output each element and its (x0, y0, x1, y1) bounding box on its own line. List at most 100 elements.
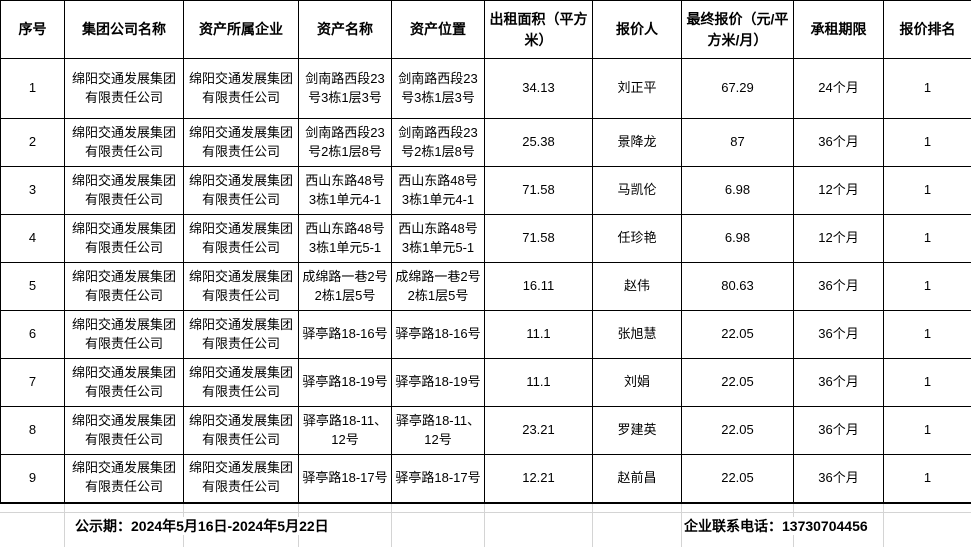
header-cell-asset-owner: 资产所属企业 (183, 0, 299, 59)
header-cell-lease-term: 承租期限 (793, 0, 884, 59)
table-cell: 22.05 (681, 454, 794, 504)
table-cell: 25.38 (484, 118, 593, 167)
footer-area: 公示期：2024年5月16日-2024年5月22日 企业联系电话：1373070… (0, 503, 971, 547)
header-cell-final-offer: 最终报价（元/平方米/月） (681, 0, 794, 59)
table-cell: 3 (0, 166, 65, 215)
table-cell: 绵阳交通发展集团有限责任公司 (64, 118, 184, 167)
table-cell: 1 (0, 58, 65, 119)
header-cell-asset-location: 资产位置 (391, 0, 485, 59)
table-cell: 1 (883, 262, 971, 311)
table-cell: 绵阳交通发展集团有限责任公司 (64, 262, 184, 311)
gridline-horizontal (0, 511, 971, 513)
bid-results-table: 序号 集团公司名称 资产所属企业 资产名称 资产位置 出租面积（平方米） 报价人… (0, 0, 971, 504)
table-row: 1 绵阳交通发展集团有限责任公司 绵阳交通发展集团有限责任公司 剑南路西段23号3栋1… (0, 58, 971, 119)
table-cell: 绵阳交通发展集团有限责任公司 (64, 214, 184, 263)
gridline-vertical (391, 503, 392, 547)
table-cell: 赵伟 (592, 262, 682, 311)
table-cell: 绵阳交通发展集团有限责任公司 (183, 310, 299, 359)
table-cell: 22.05 (681, 406, 794, 455)
table-cell: 22.05 (681, 310, 794, 359)
table-cell: 西山东路48号3栋1单元4-1 (298, 166, 392, 215)
header-cell-bidder: 报价人 (592, 0, 682, 59)
table-cell: 16.11 (484, 262, 593, 311)
table-cell: 36个月 (793, 454, 884, 504)
table-cell: 12个月 (793, 214, 884, 263)
table-cell: 80.63 (681, 262, 794, 311)
table-cell: 1 (883, 58, 971, 119)
header-cell-rental-area: 出租面积（平方米） (484, 0, 593, 59)
table-cell: 34.13 (484, 58, 593, 119)
table-cell: 5 (0, 262, 65, 311)
table-cell: 刘正平 (592, 58, 682, 119)
table-cell: 1 (883, 454, 971, 504)
table-cell: 刘娟 (592, 358, 682, 407)
header-cell-bid-rank: 报价排名 (883, 0, 971, 59)
table-cell: 6.98 (681, 166, 794, 215)
table-cell: 22.05 (681, 358, 794, 407)
table-row: 8 绵阳交通发展集团有限责任公司 绵阳交通发展集团有限责任公司 驿亭路18-11、12… (0, 406, 971, 455)
table-row: 3 绵阳交通发展集团有限责任公司 绵阳交通发展集团有限责任公司 西山东路48号3栋1单… (0, 166, 971, 215)
table-cell: 绵阳交通发展集团有限责任公司 (183, 358, 299, 407)
table-cell: 36个月 (793, 358, 884, 407)
table-cell: 4 (0, 214, 65, 263)
table-cell: 成绵路一巷2号2栋1层5号 (391, 262, 485, 311)
table-cell: 36个月 (793, 262, 884, 311)
table-cell: 马凯伦 (592, 166, 682, 215)
table-cell: 任珍艳 (592, 214, 682, 263)
table-cell: 驿亭路18-19号 (298, 358, 392, 407)
contact-phone-text: 企业联系电话：13730704456 (684, 516, 868, 535)
table-cell: 绵阳交通发展集团有限责任公司 (183, 58, 299, 119)
table-cell: 12.21 (484, 454, 593, 504)
gridline-vertical (883, 503, 884, 547)
table-cell: 西山东路48号3栋1单元5-1 (391, 214, 485, 263)
table-cell: 绵阳交通发展集团有限责任公司 (64, 58, 184, 119)
table-cell: 绵阳交通发展集团有限责任公司 (183, 406, 299, 455)
table-cell: 西山东路48号3栋1单元4-1 (391, 166, 485, 215)
table-cell: 7 (0, 358, 65, 407)
table-cell: 绵阳交通发展集团有限责任公司 (183, 262, 299, 311)
table-cell: 驿亭路18-11、12号 (298, 406, 392, 455)
table-cell: 1 (883, 406, 971, 455)
table-cell: 剑南路西段23号3栋1层3号 (298, 58, 392, 119)
publicity-period-text: 公示期：2024年5月16日-2024年5月22日 (75, 516, 329, 535)
table-row: 5 绵阳交通发展集团有限责任公司 绵阳交通发展集团有限责任公司 成绵路一巷2号2栋1层… (0, 262, 971, 311)
table-cell: 绵阳交通发展集团有限责任公司 (64, 310, 184, 359)
table-cell: 1 (883, 214, 971, 263)
table-cell: 23.21 (484, 406, 593, 455)
table-header-row: 序号 集团公司名称 资产所属企业 资产名称 资产位置 出租面积（平方米） 报价人… (0, 0, 971, 59)
table-cell: 驿亭路18-16号 (391, 310, 485, 359)
table-cell: 36个月 (793, 118, 884, 167)
table-cell: 驿亭路18-17号 (391, 454, 485, 504)
table-cell: 剑南路西段23号2栋1层8号 (298, 118, 392, 167)
table-cell: 绵阳交通发展集团有限责任公司 (64, 406, 184, 455)
table-cell: 驿亭路18-16号 (298, 310, 392, 359)
gridline-vertical (592, 503, 593, 547)
table-cell: 剑南路西段23号2栋1层8号 (391, 118, 485, 167)
table-cell: 71.58 (484, 214, 593, 263)
table-cell: 12个月 (793, 166, 884, 215)
table-cell: 驿亭路18-17号 (298, 454, 392, 504)
table-cell: 1 (883, 118, 971, 167)
table-cell: 绵阳交通发展集团有限责任公司 (183, 214, 299, 263)
table-cell: 6 (0, 310, 65, 359)
table-row: 4 绵阳交通发展集团有限责任公司 绵阳交通发展集团有限责任公司 西山东路48号3栋1单… (0, 214, 971, 263)
table-cell: 绵阳交通发展集团有限责任公司 (183, 118, 299, 167)
table-cell: 2 (0, 118, 65, 167)
table-cell: 11.1 (484, 358, 593, 407)
table-cell: 驿亭路18-19号 (391, 358, 485, 407)
table-cell: 西山东路48号3栋1单元5-1 (298, 214, 392, 263)
table-cell: 1 (883, 310, 971, 359)
header-cell-index: 序号 (0, 0, 65, 59)
gridline-vertical (484, 503, 485, 547)
table-cell: 景降龙 (592, 118, 682, 167)
table-row: 2 绵阳交通发展集团有限责任公司 绵阳交通发展集团有限责任公司 剑南路西段23号2栋1… (0, 118, 971, 167)
table-cell: 8 (0, 406, 65, 455)
table-cell: 24个月 (793, 58, 884, 119)
table-row: 7 绵阳交通发展集团有限责任公司 绵阳交通发展集团有限责任公司 驿亭路18-19号 驿亭… (0, 358, 971, 407)
table-row: 6 绵阳交通发展集团有限责任公司 绵阳交通发展集团有限责任公司 驿亭路18-16号 驿亭… (0, 310, 971, 359)
table-cell: 剑南路西段23号3栋1层3号 (391, 58, 485, 119)
table-cell: 11.1 (484, 310, 593, 359)
table-row: 9 绵阳交通发展集团有限责任公司 绵阳交通发展集团有限责任公司 驿亭路18-17号 驿亭… (0, 454, 971, 504)
header-cell-asset-name: 资产名称 (298, 0, 392, 59)
